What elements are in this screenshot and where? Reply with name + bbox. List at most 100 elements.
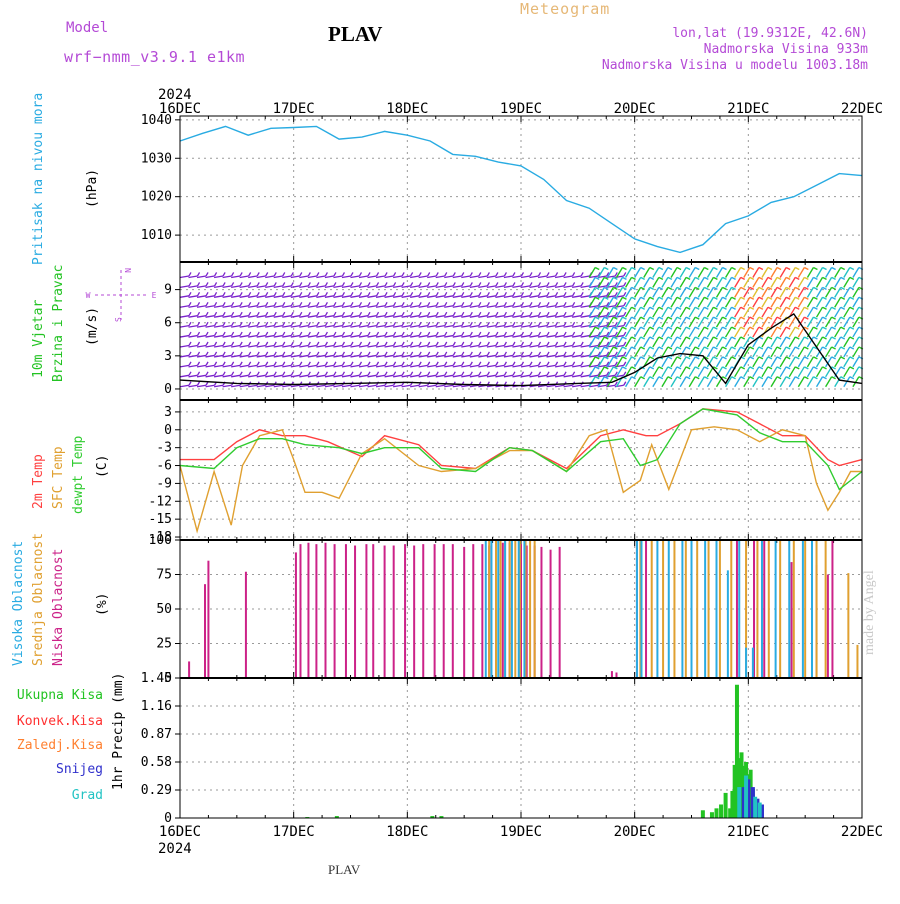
wind-barb [325,316,334,318]
wind-barb-rain [713,327,717,329]
wind-barb-rain [659,297,663,299]
wind-barb [189,372,191,376]
wind-barb [547,385,556,387]
wind-barb-rain [641,297,645,299]
day-label-bottom: 17DEC [273,824,315,840]
wind-barb [385,346,394,348]
bar [500,540,502,678]
wind-barb [257,372,259,376]
wind-barb [257,332,259,336]
wind-barb [231,316,240,318]
wind-barb-rain [659,377,663,379]
wind-barb [504,372,506,376]
wind-barb [198,312,200,316]
wind-barb-rain [832,377,836,379]
panel-frame [180,262,862,400]
bar [788,540,790,678]
wind-barb [223,292,225,296]
wind-barb-rain [732,287,736,289]
wind-barb [214,286,223,288]
wind-barb [189,282,191,286]
wind-barb [266,352,268,356]
wind-barb [249,302,251,306]
wind-barb [573,302,575,306]
day-label-top: 16DEC [159,101,201,117]
wind-barb [180,316,189,318]
wind-barb [240,312,242,316]
bar [481,544,483,678]
bar [736,540,738,678]
wind-barb [308,372,310,376]
wind-barb [299,276,308,278]
wind-barb [215,352,217,356]
wind-barb-rain [732,317,736,319]
bar [763,540,765,678]
wind-barb [189,355,198,357]
wind-barb [282,346,291,348]
wind-barb [436,276,445,278]
wind-barb [521,352,523,356]
bar [472,544,474,678]
wind-barb [316,306,325,308]
y-tick-label: 0.58 [141,755,172,770]
wind-barb-rain [668,287,672,289]
wind-barb-rain [741,347,745,349]
wind-barb-rain [823,307,827,309]
wind-barb [351,362,353,366]
wind-barb [428,342,430,346]
wind-barb [393,296,402,298]
wind-barb-rain [832,287,836,289]
wind-barb [240,332,242,336]
wind-barb-rain [813,377,817,379]
wind-barb-rain [650,347,654,349]
wind-barb [445,312,447,316]
wind-barb [282,326,291,328]
wind-barb [538,365,547,367]
wind-barb [189,296,198,298]
wind-barb [572,336,581,338]
wind-barb-rain [723,267,727,269]
bar [334,544,336,678]
wind-barb [325,296,334,298]
wind-barb [376,296,385,298]
wind-barb [189,382,191,386]
wind-barb [308,286,317,288]
wind-barb-rain [804,337,808,339]
wind-barb [232,282,234,286]
wind-barb [547,346,556,348]
wind-barb [257,276,266,278]
wind-barb [359,336,368,338]
wind-barb-rain [841,377,845,379]
wind-barb [556,282,558,286]
wind-barb [461,365,470,367]
wind-barb [206,362,208,366]
wind-barb-rain [622,347,626,349]
wind-barb [436,302,438,306]
wind-barb [496,302,498,306]
wind-barb-rain [668,377,672,379]
wind-barb [453,375,462,377]
wind-barb-rain [632,327,636,329]
wind-barb-rain [750,377,754,379]
day-label-top: 22DEC [841,101,883,117]
wind-barb [266,282,268,286]
wind-barb [198,272,200,276]
model-elevation-label: Nadmorska Visina u modelu 1003.18m [602,58,868,73]
wind-barb-rain [677,287,681,289]
wind-barb [479,282,481,286]
wind-barb [291,362,293,366]
wind-barb [555,346,564,348]
wind-unit: (m/s) [85,307,100,346]
wind-barb [453,326,462,328]
bar [495,540,497,678]
wind-barb [572,355,581,357]
wind-barb [385,312,387,316]
wind-barb [333,385,342,387]
y-tick-label: 0.87 [141,727,172,742]
wind-barb-rain [832,327,836,329]
wind-barb [240,352,242,356]
wind-barb-rain [668,367,672,369]
wind-barb [223,286,232,288]
wind-barb [419,302,421,306]
wind-barb-rain [813,337,817,339]
